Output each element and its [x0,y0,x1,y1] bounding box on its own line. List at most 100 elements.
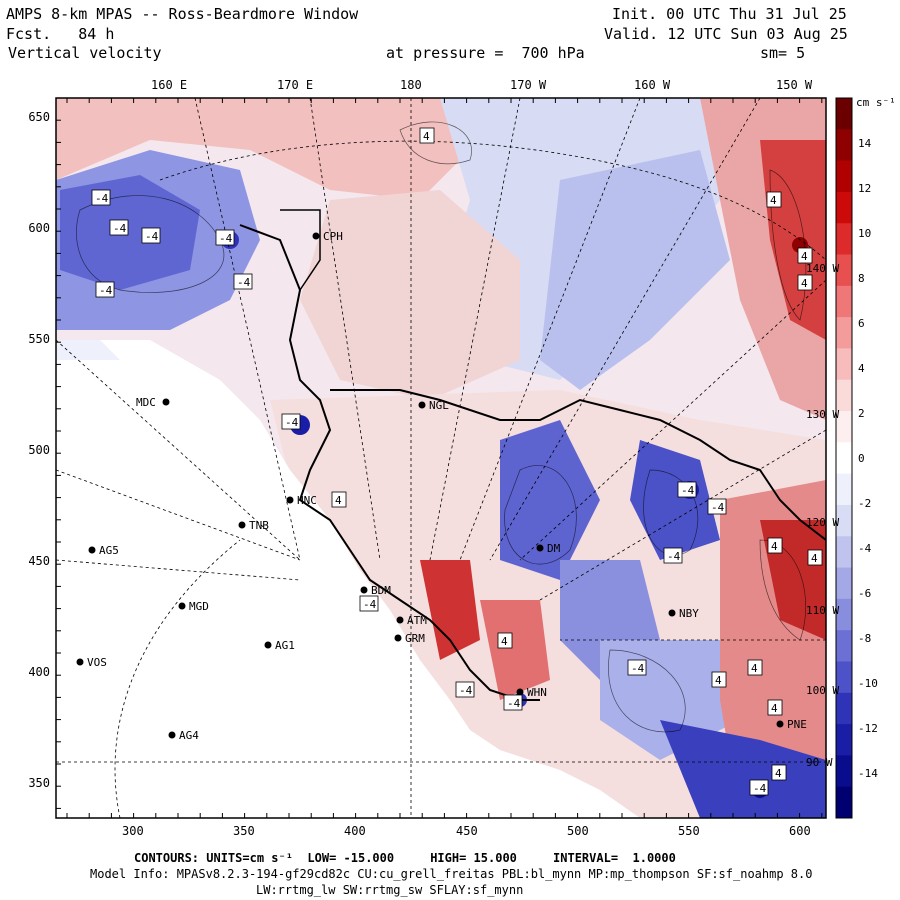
station-label: CPH [323,230,343,243]
contour-label-box [711,671,727,688]
station-marker [776,720,784,728]
contour-label-box [627,659,647,676]
contour-label: 4 [801,250,808,263]
contour-label: 4 [715,674,722,687]
contour-label-box [503,694,523,711]
colorbar [835,97,853,819]
contour-label: -4 [145,230,159,243]
contour-label: -4 [631,662,645,675]
contour-label: -4 [99,284,113,297]
colorbar-label: -14 [858,767,878,780]
contour-label: 4 [501,635,508,648]
colorbar-label: 2 [858,407,865,420]
station-label: DM [547,542,561,555]
lon-label: 170 E [277,78,314,92]
map-frame [55,97,827,819]
station-marker [312,232,320,240]
contour-label-box [767,699,783,716]
colorbar-swatch [836,129,852,162]
station-label: NBY [679,607,699,620]
contour-label: -4 [237,276,251,289]
blue-core-southeast [660,720,826,818]
contour-label-box [419,127,435,144]
colorbar-swatch [836,504,852,537]
contour-label-box [233,273,253,290]
contour-label-box [331,491,347,508]
map-title: AMPS 8-km MPAS -- Ross-Beardmore Window [6,5,359,23]
colorbar-swatch [836,411,852,443]
colorbar-swatch [836,223,852,256]
coastline [239,224,826,701]
station-label: GRM [405,632,425,645]
station-label: AG5 [99,544,119,557]
contour-label-box [359,595,379,612]
contour-label: -4 [363,598,377,611]
x-grid-label: 400 [344,824,366,838]
station-marker [668,609,676,617]
colorbar-label: 12 [858,182,872,195]
lon-label-right: 140 W [806,262,840,275]
contour-label-box [91,189,111,206]
station-label: ATM [407,614,427,627]
colorbar-swatch [836,160,852,193]
blue-band-center [540,150,730,390]
station-marker [162,398,170,406]
y-grid-label: 450 [28,554,50,568]
contour-label-box [95,281,115,298]
contours-info: CONTOURS: UNITS=cm s⁻¹ LOW= -15.000 HIGH… [134,851,676,865]
smoothing-value: sm= 5 [760,44,806,62]
colorbar-swatch [836,191,852,224]
contour-label: 4 [775,767,782,780]
station-label: WHN [527,686,547,699]
colorbar-swatch [836,567,852,600]
station-marker [88,546,96,554]
colorbar-label: -6 [858,587,872,600]
radiation-info: LW:rrtmg_lw SW:rrtmg_sw SFLAY:sf_mynn [256,883,524,897]
contour-label: 4 [771,540,778,553]
colorbar-label: -8 [858,632,872,645]
colorbar-label: 4 [858,362,865,375]
lon-label: 160 W [634,78,671,92]
x-grid-label: 450 [456,824,478,838]
lon-label: 160 E [151,78,188,92]
white-edge [56,340,120,360]
colorbar-label: 10 [858,227,872,240]
colorbar-swatch [836,724,852,756]
colorbar-label: 14 [858,137,872,150]
station-label: VOS [87,656,107,669]
contour-label: 4 [771,702,778,715]
contour-label-box [455,681,475,698]
contour-label: 4 [770,194,777,207]
red-core-south [480,600,550,700]
station-marker [394,634,402,642]
contour-label-box [771,764,787,781]
pink-region-coast [300,190,520,400]
colorbar-units: cm s⁻¹ [856,96,896,109]
model-info: Model Info: MPASv8.2.3-194-gf29cd82c CU:… [90,867,813,881]
contour-label: -4 [711,501,725,514]
contour-label-box [663,547,683,564]
colorbar-label: 8 [858,272,865,285]
blue-core-south-1 [500,420,600,580]
init-time: Init. 00 UTC Thu 31 Jul 25 [612,5,847,23]
colorbar-label: -12 [858,722,878,735]
colorbar-swatch [836,285,852,318]
red-core-coast [420,560,480,660]
contour-label-box [767,537,783,554]
colorbar-swatch [836,692,852,725]
station-marker [360,586,368,594]
colorbar-swatch [836,786,852,819]
colorbar-swatch [836,379,852,412]
station-marker [286,496,294,504]
contour-label: 4 [751,662,758,675]
x-grid-label: 550 [678,824,700,838]
lon-label-right: 90 W [806,756,833,769]
contour-label: 4 [801,277,808,290]
station-label: AG1 [275,639,295,652]
contour-label: -4 [753,782,767,795]
colorbar-label: 0 [858,452,865,465]
lon-label-right: 120 W [806,516,840,529]
x-grid-label: 300 [122,824,144,838]
lon-label: 180 [400,78,422,92]
